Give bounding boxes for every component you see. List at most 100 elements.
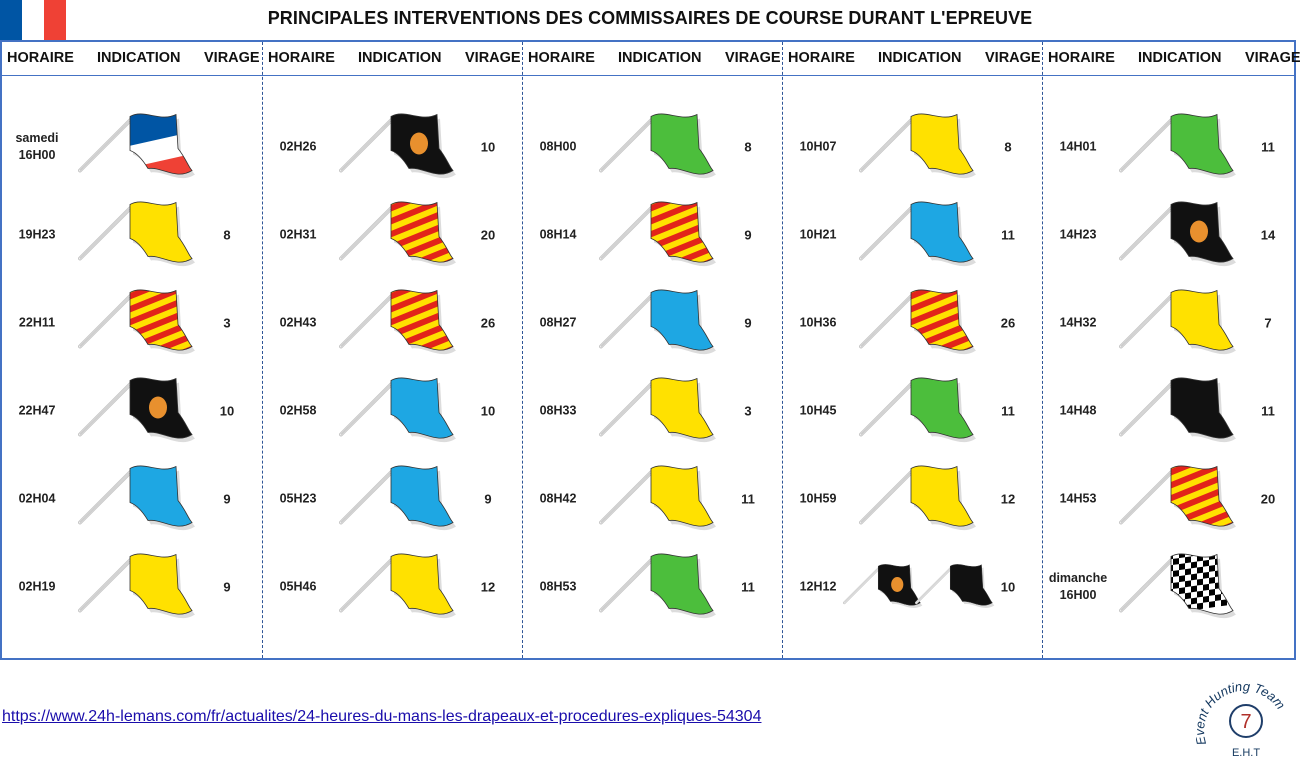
- turn-cell: 20: [1260, 491, 1276, 507]
- red-yellow-stripes-flag-icon: [78, 285, 196, 362]
- turn-cell: 9: [744, 315, 752, 331]
- yellow-flag-icon: [859, 461, 977, 538]
- time-cell: 05H23: [279, 491, 317, 506]
- header-indication: INDICATION: [878, 50, 962, 66]
- yellow-flag-icon: [339, 549, 457, 626]
- green-flag-icon: [599, 109, 717, 186]
- black-orange-disc-flag-icon: [1119, 197, 1237, 274]
- time-cell: 08H42: [539, 491, 577, 506]
- table-row: 14H32 7: [1043, 278, 1300, 368]
- checkered-flag-icon: [1119, 549, 1237, 626]
- source-link[interactable]: https://www.24h-lemans.com/fr/actualites…: [2, 708, 762, 725]
- red-yellow-stripes-flag-icon: [859, 285, 977, 362]
- table-row: 02H04 9: [2, 454, 261, 544]
- turn-cell: 11: [1261, 139, 1275, 155]
- table-row: 14H53 20: [1043, 454, 1300, 544]
- turn-cell: 10: [219, 403, 235, 419]
- table-row: 19H23 8: [2, 190, 261, 280]
- table-row: 02H58 10: [263, 366, 522, 456]
- turn-cell: 9: [223, 579, 231, 595]
- time-cell: 10H59: [799, 491, 837, 506]
- time-cell: samedi 16H00: [15, 131, 59, 162]
- yellow-flag-icon: [78, 549, 196, 626]
- time-cell: 22H11: [18, 315, 56, 330]
- turn-cell: 26: [480, 315, 496, 331]
- table-row: 22H11 3: [2, 278, 261, 368]
- table-row: 02H26 10: [263, 102, 522, 192]
- time-cell: 08H00: [539, 139, 577, 154]
- time-cell: 14H48: [1059, 403, 1097, 418]
- yellow-flag-icon: [1119, 285, 1237, 362]
- time-cell: 10H36: [799, 315, 837, 330]
- table-column: HORAIRE INDICATION VIRAGE 02H26 10 02H31 20 02H…: [262, 42, 522, 658]
- turn-cell: 12: [480, 579, 496, 595]
- yellow-flag-icon: [599, 373, 717, 450]
- time-cell: 08H33: [539, 403, 577, 418]
- black-orange-disc-flag-icon: [339, 109, 457, 186]
- blue-flag-icon: [339, 373, 457, 450]
- turn-cell: 9: [744, 227, 752, 243]
- header-horaire: HORAIRE: [528, 50, 595, 66]
- table-row: 10H21 11: [783, 190, 1042, 280]
- turn-cell: 26: [1000, 315, 1016, 331]
- green-flag-icon: [599, 549, 717, 626]
- table-row: 08H42 11: [523, 454, 782, 544]
- eht-logo: Event Hunting Team 7 E.H.T: [1196, 679, 1288, 759]
- table-row: 14H23 14: [1043, 190, 1300, 280]
- red-yellow-stripes-flag-icon: [599, 197, 717, 274]
- time-cell: 19H23: [18, 227, 56, 242]
- turn-cell: 14: [1260, 227, 1276, 243]
- time-cell: 12H12: [799, 579, 837, 594]
- turn-cell: 8: [1004, 139, 1012, 155]
- table-row: 12H12 10: [783, 542, 1042, 632]
- table-row: 08H53 11: [523, 542, 782, 632]
- header-indication: INDICATION: [97, 50, 181, 66]
- table-row: 14H48 11: [1043, 366, 1300, 456]
- turn-cell: 10: [480, 403, 496, 419]
- table-row: 02H31 20: [263, 190, 522, 280]
- table-row: 08H00 8: [523, 102, 782, 192]
- turn-cell: 3: [744, 403, 752, 419]
- table-row: 14H01 11: [1043, 102, 1300, 192]
- table-column: HORAIRE INDICATION VIRAGE 14H01 11 14H23 14 14H…: [1042, 42, 1300, 658]
- turn-cell: 10: [480, 139, 496, 155]
- time-cell: 08H53: [539, 579, 577, 594]
- french-flag-icon: [0, 0, 66, 40]
- time-cell: 08H27: [539, 315, 577, 330]
- red-yellow-stripes-flag-icon: [1119, 461, 1237, 538]
- table-row: 08H14 9: [523, 190, 782, 280]
- turn-cell: 9: [223, 491, 231, 507]
- table-column: HORAIRE INDICATION VIRAGE 10H07 8 10H21 11 10H3…: [782, 42, 1042, 658]
- header-virage: VIRAGE: [465, 50, 521, 66]
- time-cell: 14H53: [1059, 491, 1097, 506]
- header-virage: VIRAGE: [725, 50, 781, 66]
- yellow-flag-icon: [859, 109, 977, 186]
- table-row: dimanche 16H00: [1043, 542, 1300, 632]
- turn-cell: 12: [1000, 491, 1016, 507]
- svg-text:7: 7: [1240, 711, 1251, 733]
- turn-cell: 20: [480, 227, 496, 243]
- yellow-flag-icon: [599, 461, 717, 538]
- table-row: 05H23 9: [263, 454, 522, 544]
- table-column: HORAIRE INDICATION VIRAGE 08H00 8 08H14 9 08H27…: [522, 42, 782, 658]
- french-flag-icon: [78, 109, 196, 186]
- time-cell: 02H19: [18, 579, 56, 594]
- time-cell: 02H43: [279, 315, 317, 330]
- table-row: 08H27 9: [523, 278, 782, 368]
- table-row: 02H19 9: [2, 542, 261, 632]
- table-row: 10H36 26: [783, 278, 1042, 368]
- turn-cell: 11: [1261, 403, 1275, 419]
- turn-cell: 8: [223, 227, 231, 243]
- header-indication: INDICATION: [358, 50, 442, 66]
- header-indication: INDICATION: [618, 50, 702, 66]
- header-horaire: HORAIRE: [7, 50, 74, 66]
- turn-cell: 3: [223, 315, 231, 331]
- green-flag-icon: [859, 373, 977, 450]
- blue-flag-icon: [78, 461, 196, 538]
- table-row: 08H33 3: [523, 366, 782, 456]
- turn-cell: 9: [484, 491, 492, 507]
- time-cell: 08H14: [539, 227, 577, 242]
- time-cell: 22H47: [18, 403, 56, 418]
- turn-cell: 11: [1001, 403, 1015, 419]
- svg-text:E.H.T: E.H.T: [1232, 747, 1260, 759]
